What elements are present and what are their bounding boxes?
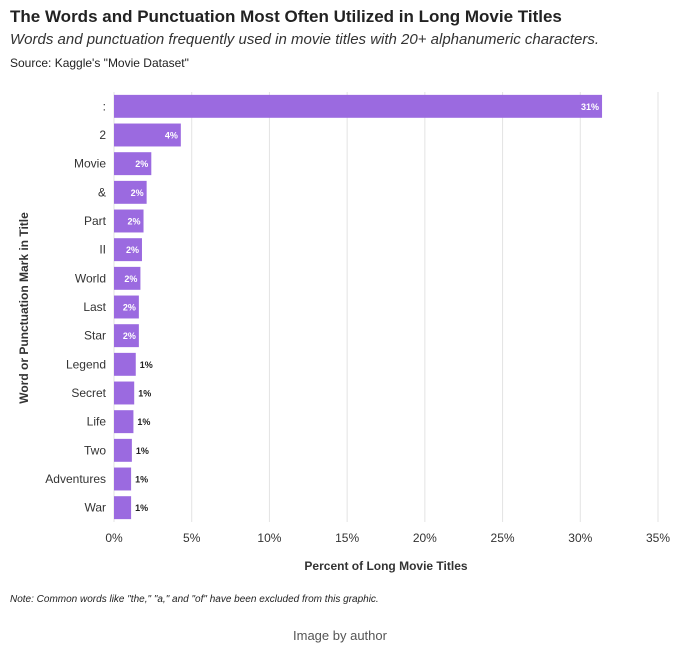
bar bbox=[114, 209, 144, 233]
data-label: 1% bbox=[137, 417, 150, 427]
category-label: : bbox=[103, 99, 106, 113]
chart-subtitle: Words and punctuation frequently used in… bbox=[10, 31, 600, 48]
data-label: 2% bbox=[126, 245, 139, 255]
category-label: Life bbox=[87, 415, 107, 429]
bar bbox=[114, 410, 134, 434]
bar bbox=[114, 467, 132, 491]
bar bbox=[114, 496, 132, 520]
bar bbox=[114, 180, 147, 204]
data-label: 1% bbox=[140, 360, 153, 370]
data-label: 2% bbox=[128, 217, 141, 227]
bar bbox=[114, 352, 136, 376]
data-label: 2% bbox=[124, 274, 137, 284]
bar bbox=[114, 94, 603, 118]
x-tick-label: 5% bbox=[183, 531, 201, 545]
y-axis-title: Word or Punctuation Mark in Title bbox=[17, 212, 31, 404]
bar bbox=[114, 123, 181, 147]
category-labels: : 2 Movie & Part II World Last Star Legend Secret L… bbox=[45, 99, 106, 514]
category-label: Last bbox=[83, 300, 106, 314]
category-label: World bbox=[75, 271, 106, 285]
x-tick-label: 30% bbox=[568, 531, 592, 545]
bar-chart: 31% 4% 2% 2% 2% 2% 2% 2% 2% 1% 1% 1% 1% 1% 1% : 2 Movie &… bbox=[17, 92, 670, 573]
category-label: Star bbox=[84, 329, 106, 343]
data-label: 2% bbox=[123, 303, 136, 313]
category-label: Legend bbox=[66, 357, 106, 371]
x-tick-label: 35% bbox=[646, 531, 670, 545]
x-tick-label: 25% bbox=[491, 531, 515, 545]
bars: 31% 4% 2% 2% 2% 2% 2% 2% 2% 1% 1% 1% 1% 1% 1% bbox=[114, 94, 603, 520]
category-label: Part bbox=[84, 214, 107, 228]
x-tick-label: 20% bbox=[413, 531, 437, 545]
chart-title: The Words and Punctuation Most Often Uti… bbox=[10, 7, 562, 26]
image-credit: Image by author bbox=[293, 628, 387, 643]
data-label: 2% bbox=[131, 188, 144, 198]
data-label: 1% bbox=[138, 389, 151, 399]
category-label: War bbox=[84, 501, 106, 515]
category-label: 2 bbox=[99, 128, 106, 142]
bar bbox=[114, 381, 135, 405]
category-label: Two bbox=[84, 443, 106, 457]
category-label: & bbox=[98, 185, 106, 199]
bar bbox=[114, 324, 139, 348]
chart-note: Note: Common words like "the," "a," and … bbox=[10, 594, 379, 605]
gridlines bbox=[113, 92, 659, 522]
data-label: 2% bbox=[135, 159, 148, 169]
data-label: 4% bbox=[165, 131, 178, 141]
x-tick-label: 0% bbox=[105, 531, 123, 545]
bar bbox=[114, 295, 139, 319]
bar bbox=[114, 438, 132, 462]
data-label: 1% bbox=[135, 503, 148, 513]
bar bbox=[114, 152, 152, 176]
bar bbox=[114, 266, 141, 290]
data-label: 2% bbox=[123, 331, 136, 341]
x-tick-labels: 0% 5% 10% 15% 20% 25% 30% 35% bbox=[105, 531, 670, 545]
category-label: II bbox=[99, 243, 106, 257]
category-label: Secret bbox=[71, 386, 106, 400]
bar bbox=[114, 238, 142, 262]
x-tick-label: 10% bbox=[257, 531, 281, 545]
data-label: 31% bbox=[581, 102, 599, 112]
data-label: 1% bbox=[136, 446, 149, 456]
x-tick-label: 15% bbox=[335, 531, 359, 545]
category-label: Movie bbox=[74, 157, 106, 171]
chart-source: Source: Kaggle's "Movie Dataset" bbox=[10, 56, 189, 70]
x-axis-title: Percent of Long Movie Titles bbox=[304, 559, 467, 573]
category-label: Adventures bbox=[45, 472, 106, 486]
data-label: 1% bbox=[135, 475, 148, 485]
